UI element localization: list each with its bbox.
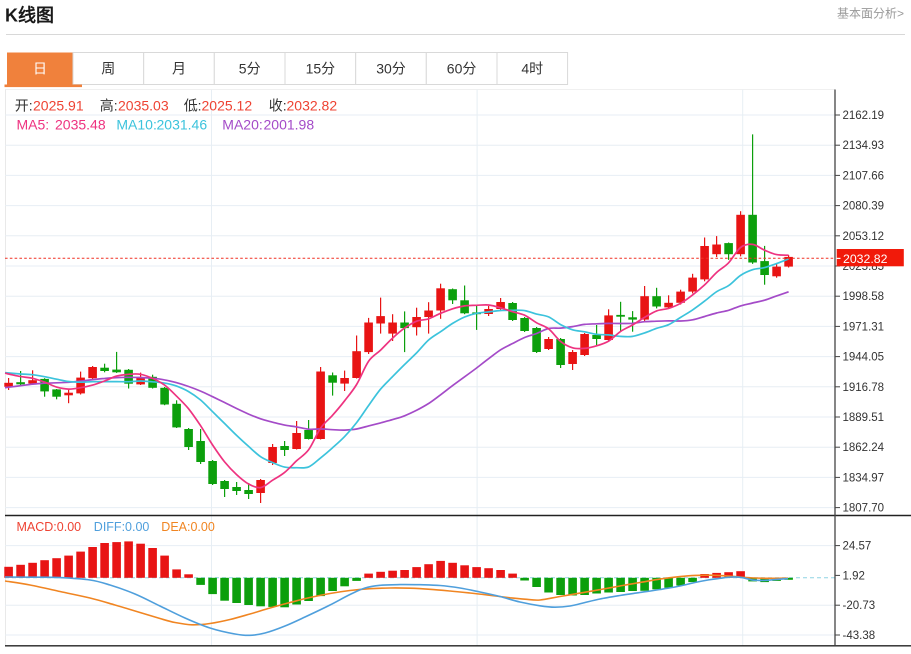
svg-text:周: 周 [101, 61, 115, 77]
svg-text:2053.12: 2053.12 [843, 231, 885, 243]
svg-text:2134.93: 2134.93 [843, 140, 885, 152]
svg-text:2107.66: 2107.66 [843, 170, 885, 182]
svg-text:2035.48: 2035.48 [55, 117, 106, 133]
svg-text:2162.19: 2162.19 [843, 110, 885, 122]
svg-text:2032.82: 2032.82 [843, 252, 888, 266]
svg-text:2031.46: 2031.46 [157, 117, 208, 133]
svg-text:MA5:: MA5: [17, 117, 50, 133]
svg-text:15分: 15分 [306, 61, 336, 77]
svg-text:30分: 30分 [376, 61, 406, 77]
svg-text:1971.31: 1971.31 [843, 321, 885, 333]
svg-text:1807.70: 1807.70 [843, 503, 885, 515]
svg-text:基本面分析>: 基本面分析> [837, 7, 904, 21]
svg-text:月: 月 [172, 61, 186, 77]
svg-text:-43.38: -43.38 [843, 630, 876, 642]
svg-text:1.92: 1.92 [843, 570, 865, 582]
svg-text:MA20:: MA20: [222, 117, 262, 133]
svg-text:低:: 低: [184, 98, 202, 114]
svg-text:K线图: K线图 [5, 5, 54, 26]
svg-text:收:: 收: [269, 98, 287, 114]
svg-text:1998.58: 1998.58 [843, 291, 885, 303]
svg-text:2035.03: 2035.03 [118, 98, 169, 114]
svg-text:MA10:: MA10: [116, 117, 156, 133]
svg-text:DEA:0.00: DEA:0.00 [161, 520, 215, 534]
svg-text:高:: 高: [100, 98, 118, 114]
svg-text:4时: 4时 [521, 61, 543, 77]
svg-text:2080.39: 2080.39 [843, 201, 885, 213]
svg-text:5分: 5分 [239, 61, 261, 77]
svg-text:1889.51: 1889.51 [843, 412, 885, 424]
svg-text:1916.78: 1916.78 [843, 382, 885, 394]
svg-text:2032.82: 2032.82 [287, 98, 338, 114]
svg-text:24.57: 24.57 [843, 541, 872, 553]
svg-text:60分: 60分 [447, 61, 477, 77]
svg-text:1862.24: 1862.24 [843, 442, 885, 454]
svg-text:日: 日 [33, 61, 47, 77]
svg-text:1834.97: 1834.97 [843, 472, 885, 484]
svg-text:2025.91: 2025.91 [33, 98, 84, 114]
svg-text:开:: 开: [15, 98, 33, 114]
svg-text:MACD:0.00: MACD:0.00 [17, 520, 82, 534]
svg-text:2001.98: 2001.98 [264, 117, 315, 133]
svg-text:-20.73: -20.73 [843, 600, 876, 612]
svg-text:DIFF:0.00: DIFF:0.00 [94, 520, 150, 534]
svg-text:1944.05: 1944.05 [843, 352, 885, 364]
svg-text:2025.12: 2025.12 [202, 98, 253, 114]
